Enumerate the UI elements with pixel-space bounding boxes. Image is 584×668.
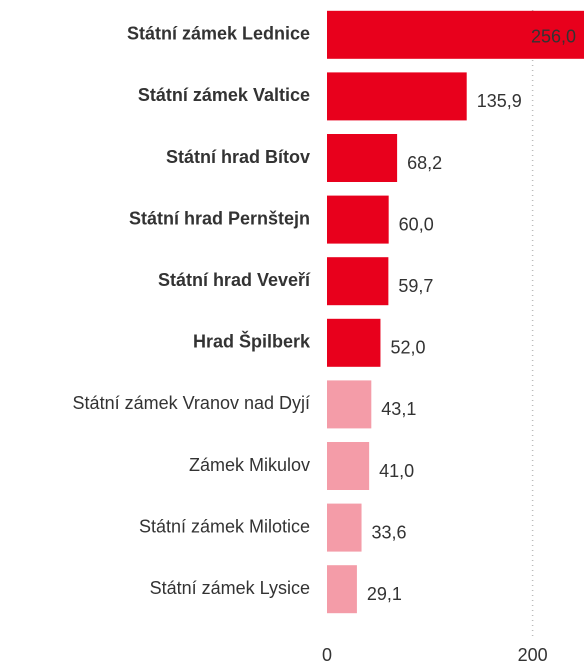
y-tick-label: Státní zámek Lednice — [127, 24, 310, 44]
bar — [327, 72, 467, 121]
y-tick-label: Státní hrad Veveří — [158, 270, 311, 290]
bar — [327, 10, 584, 59]
bar — [327, 503, 362, 552]
bar — [327, 380, 372, 429]
y-tick-label: Hrad Špilberk — [193, 331, 311, 352]
y-tick-label: Státní zámek Valtice — [138, 85, 310, 105]
y-tick-label: Státní hrad Bítov — [166, 147, 310, 167]
data-label: 135,9 — [477, 91, 522, 111]
bar — [327, 442, 370, 490]
x-tick-label: 0 — [322, 645, 332, 665]
data-label: 29,1 — [367, 584, 402, 604]
bar — [327, 565, 357, 614]
data-label: 52,0 — [390, 338, 425, 358]
data-label: 41,0 — [379, 461, 414, 481]
x-tick-label: 200 — [518, 645, 548, 665]
y-tick-label: Zámek Mikulov — [189, 455, 310, 475]
bar — [327, 257, 389, 306]
data-label: 60,0 — [399, 214, 434, 234]
data-label: 43,1 — [381, 399, 416, 419]
bar — [327, 318, 381, 367]
data-label: 59,7 — [398, 276, 433, 296]
y-tick-label: Státní zámek Vranov nad Dyjí — [73, 393, 310, 413]
bar — [327, 134, 398, 182]
bar — [327, 195, 389, 244]
y-tick-label: Státní zámek Lysice — [150, 578, 310, 598]
y-tick-label: Státní hrad Pernštejn — [129, 208, 310, 228]
data-label: 33,6 — [372, 522, 407, 542]
data-label: 68,2 — [407, 153, 442, 173]
y-tick-label: Státní zámek Milotice — [139, 516, 310, 536]
data-label: 256,0 — [531, 27, 576, 47]
